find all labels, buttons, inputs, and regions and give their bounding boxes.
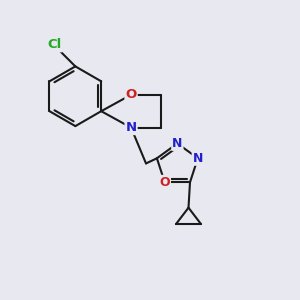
Text: O: O [125,88,137,101]
Text: N: N [193,152,203,165]
Text: N: N [125,121,136,134]
Text: O: O [159,176,170,189]
Text: N: N [172,137,182,150]
Text: Cl: Cl [47,38,61,51]
